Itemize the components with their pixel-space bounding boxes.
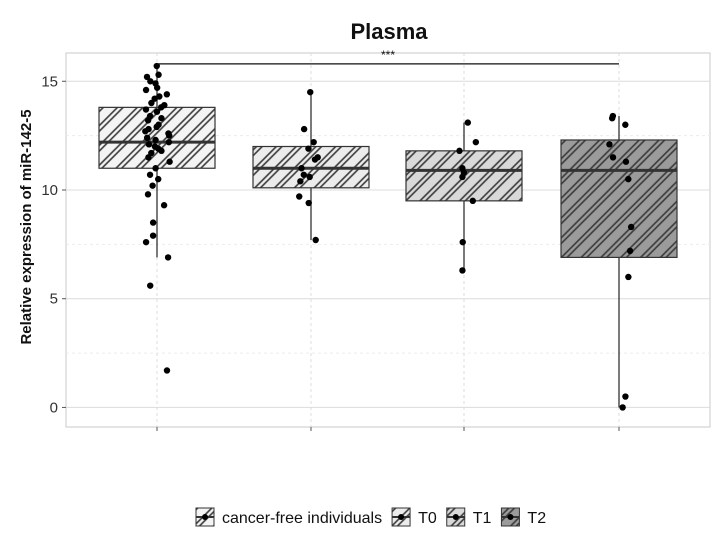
data-point (456, 147, 463, 155)
data-point (300, 171, 308, 178)
legend-item: T0 (391, 507, 437, 527)
legend-label: cancer-free individuals (222, 510, 382, 527)
data-point (151, 95, 158, 102)
significance-bracket: *** (157, 48, 619, 65)
data-point (300, 125, 308, 133)
data-point (298, 165, 305, 172)
box-group (98, 62, 216, 374)
box-group (252, 88, 370, 244)
data-point (142, 238, 150, 246)
y-tick-label: 0 (50, 399, 58, 416)
data-point (305, 199, 312, 207)
data-point (163, 367, 171, 374)
y-tick-label: 15 (41, 73, 58, 90)
data-point (158, 147, 165, 155)
legend-point (452, 514, 459, 520)
data-point (619, 404, 626, 411)
data-point (311, 156, 319, 163)
data-point (627, 223, 635, 231)
data-point (145, 141, 153, 148)
data-point (143, 134, 151, 142)
data-point (144, 117, 152, 124)
significance-label: *** (381, 48, 395, 62)
data-point (606, 141, 613, 148)
data-point (148, 99, 155, 107)
data-point (152, 136, 159, 144)
data-point (158, 115, 165, 122)
chart-title: Plasma (350, 19, 428, 44)
data-point (142, 128, 149, 135)
box-plots (98, 62, 678, 411)
legend: cancer-free individuals T0 T1 T2 (195, 507, 546, 527)
data-point (310, 138, 317, 146)
x-axis-ticks (156, 427, 620, 431)
data-point (147, 78, 154, 85)
data-point (459, 267, 466, 274)
data-point (160, 202, 168, 209)
legend-point (507, 514, 514, 520)
data-point (164, 254, 172, 261)
legend-label: T2 (527, 510, 546, 527)
data-point (459, 173, 466, 181)
data-point (609, 154, 617, 161)
legend-label: T0 (418, 510, 437, 527)
data-point (145, 154, 152, 161)
data-point (157, 104, 165, 111)
y-axis-ticks: 0 5 10 15 (41, 73, 66, 416)
box-group (405, 119, 523, 274)
data-point (153, 108, 161, 115)
legend-point (202, 514, 208, 520)
data-point (163, 91, 171, 98)
data-point (472, 138, 480, 146)
data-point (149, 219, 157, 226)
legend-item: cancer-free individuals (195, 507, 382, 527)
data-point (469, 197, 476, 205)
data-point (165, 138, 173, 146)
data-point (166, 132, 173, 139)
data-point (142, 106, 150, 113)
data-point (155, 71, 162, 78)
legend-item: T1 (446, 507, 492, 527)
data-point (625, 273, 632, 281)
data-point (625, 175, 632, 183)
data-point (144, 191, 152, 198)
y-axis-label: Relative expression of miR-142-5 (18, 109, 35, 344)
data-point (622, 121, 629, 128)
data-point (147, 282, 154, 289)
box-hatch (560, 139, 678, 258)
y-tick-label: 5 (50, 291, 58, 308)
data-point (155, 175, 162, 183)
data-point (622, 393, 629, 400)
data-point (152, 165, 159, 172)
box-hatch (405, 150, 523, 202)
legend-point (398, 514, 405, 520)
data-point (459, 238, 466, 246)
data-point (464, 119, 472, 126)
data-point (305, 145, 312, 152)
data-point (626, 247, 634, 255)
data-point (608, 115, 616, 122)
data-point (153, 123, 160, 131)
data-point (306, 173, 313, 181)
data-point (143, 73, 151, 81)
data-point (149, 232, 157, 239)
data-point (307, 88, 314, 96)
data-point (149, 182, 156, 189)
data-point (153, 84, 161, 91)
data-point (312, 236, 319, 244)
data-point (142, 86, 150, 94)
data-point (166, 158, 173, 165)
data-point (622, 158, 630, 165)
data-point (297, 178, 304, 185)
box-group (560, 112, 678, 411)
data-point (146, 171, 154, 178)
y-tick-label: 10 (41, 182, 58, 199)
legend-item: T2 (500, 507, 546, 527)
legend-label: T1 (473, 510, 492, 527)
data-point (296, 193, 303, 200)
